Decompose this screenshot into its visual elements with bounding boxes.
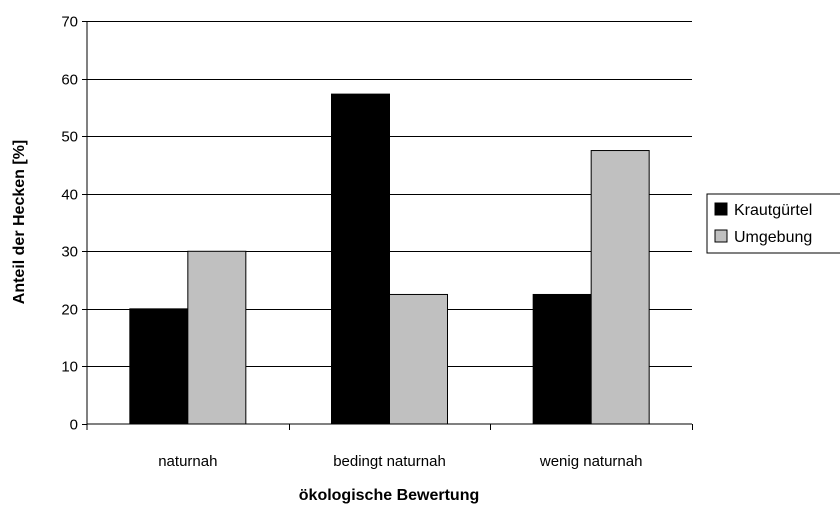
bar-krautgürtel-3: [532, 293, 592, 425]
x-tick-labels: naturnah bedingt naturnah wenig naturnah: [158, 453, 642, 470]
axes: [82, 21, 693, 430]
y-tick-label: 50: [61, 129, 78, 146]
x-axis-title: ökologische Bewertung: [299, 487, 479, 504]
y-tick-label: 60: [61, 72, 78, 89]
bar-umgebung-1: [187, 250, 247, 425]
y-tick-label: 40: [61, 187, 78, 204]
x-tick-label: wenig naturnah: [539, 453, 643, 470]
x-tick-label: naturnah: [158, 453, 217, 470]
y-tick-label: 30: [61, 244, 78, 261]
y-tick-label: 10: [61, 359, 78, 376]
legend-frame: [706, 193, 840, 254]
legend-label: Umgebung: [734, 229, 812, 246]
x-tick-label: bedingt naturnah: [333, 453, 446, 470]
bars: [129, 93, 650, 425]
y-tick-labels: 0 10 20 30 40 50 60 70: [61, 14, 78, 434]
bar-umgebung-3: [590, 150, 650, 425]
y-tick-label: 70: [61, 14, 78, 31]
bar-krautgürtel-2: [331, 93, 390, 425]
y-axis-title: Anteil der Hecken [%]: [11, 140, 28, 304]
legend-swatch: [714, 202, 728, 216]
bar-umgebung-2: [389, 293, 448, 425]
y-tick-label: 0: [70, 417, 78, 434]
legend-label: Krautgürtel: [734, 202, 812, 219]
legend: Krautgürtel Umgebung: [706, 193, 840, 254]
y-tick-label: 20: [61, 302, 78, 319]
legend-swatch: [714, 229, 728, 243]
bar-krautgürtel-1: [129, 308, 189, 425]
